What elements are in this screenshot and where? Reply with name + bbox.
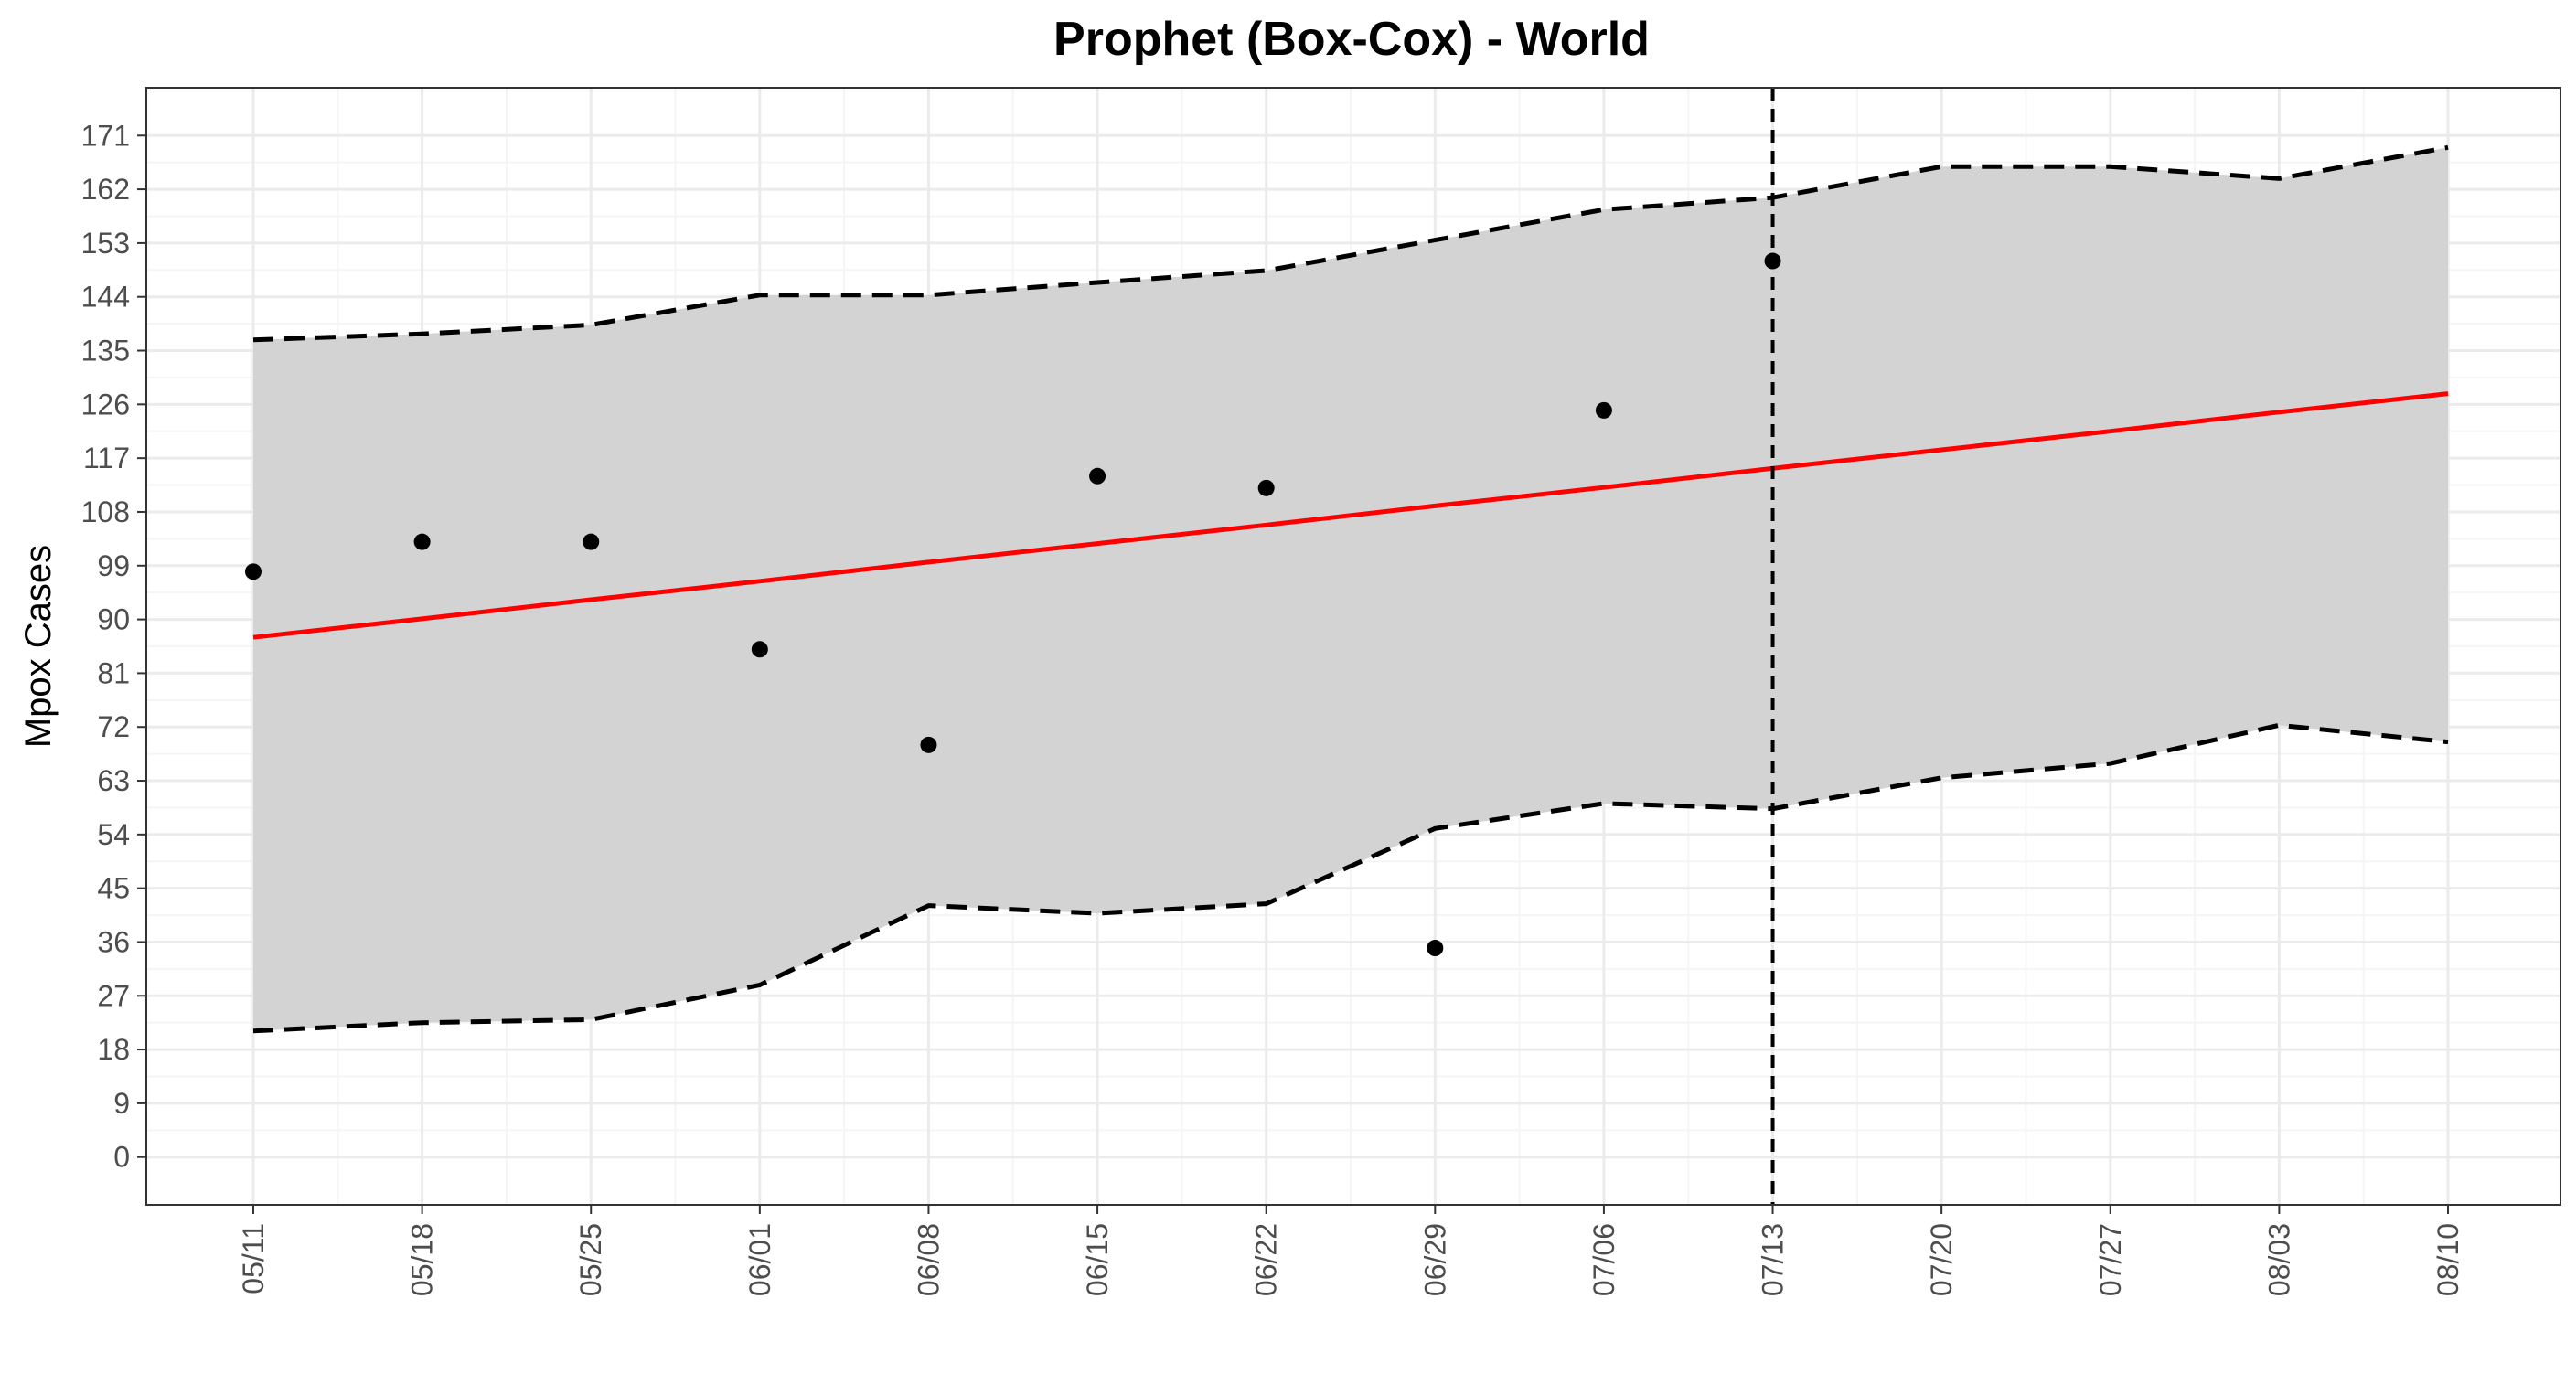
observed-point	[245, 563, 262, 580]
interval-band	[253, 147, 2448, 1031]
observed-point	[1595, 401, 1612, 419]
forecast-series	[252, 88, 2449, 1205]
x-tick-label: 05/18	[406, 1223, 439, 1296]
prediction-interval	[252, 144, 2449, 1034]
y-tick-label: 90	[97, 603, 130, 636]
x-tick-label: 06/08	[912, 1223, 945, 1296]
axes: 0 9 18 27 36 45 54 63 72 81 90 99 108 117 126 135 144 153…	[81, 87, 2561, 1296]
observed-point	[583, 533, 600, 550]
forecast-line	[252, 391, 2449, 640]
observed-points	[245, 252, 1781, 957]
y-tick-label: 162	[81, 173, 130, 206]
x-tick-label: 07/27	[2094, 1223, 2127, 1296]
y-tick-label: 63	[97, 764, 130, 797]
y-tick-label: 99	[97, 549, 130, 582]
y-tick-label: 54	[97, 818, 130, 851]
observed-point	[1089, 467, 1106, 485]
x-tick-label: 08/03	[2262, 1223, 2295, 1296]
observed-point	[1764, 252, 1781, 270]
y-tick-label: 117	[83, 442, 130, 474]
x-tick-label: 06/22	[1250, 1223, 1283, 1296]
y-tick-label: 81	[97, 656, 130, 689]
observed-point	[1257, 479, 1275, 496]
y-axis-label: Mpox Cases	[18, 545, 59, 748]
y-tick-label: 9	[113, 1087, 130, 1120]
y-tick-label: 144	[81, 281, 130, 314]
y-tick-label: 126	[81, 388, 130, 421]
observed-point	[1427, 940, 1444, 957]
chart-title: Prophet (Box-Cox) - World	[1053, 13, 1650, 66]
y-tick-label: 18	[97, 1033, 130, 1066]
y-tick-label: 171	[81, 119, 130, 152]
observed-point	[751, 641, 768, 658]
observed-point	[413, 533, 431, 550]
x-tick-label: 08/10	[2432, 1223, 2464, 1296]
x-tick-label: 06/01	[743, 1223, 776, 1296]
y-tick-label: 135	[81, 335, 130, 367]
x-tick-label: 07/20	[1925, 1223, 1958, 1296]
y-tick-label: 72	[97, 710, 130, 743]
x-tick-label: 06/29	[1418, 1223, 1451, 1296]
x-tick-label: 05/11	[237, 1223, 270, 1294]
y-tick-label: 153	[81, 227, 130, 260]
x-tick-label: 07/06	[1587, 1223, 1620, 1296]
y-tick-label: 27	[97, 979, 130, 1012]
lower-bound-line	[252, 722, 2449, 1034]
panel-border	[145, 87, 2561, 1206]
x-tick-label: 05/25	[574, 1223, 607, 1296]
x-tick-label: 07/13	[1757, 1223, 1790, 1296]
y-tick-label: 108	[81, 495, 130, 528]
y-tick-label: 0	[113, 1141, 130, 1174]
y-tick-label: 36	[97, 925, 130, 958]
y-tick-label: 45	[97, 872, 130, 905]
observed-point	[920, 736, 937, 753]
x-tick-label: 06/15	[1081, 1223, 1114, 1296]
upper-bound-line	[252, 144, 2449, 343]
